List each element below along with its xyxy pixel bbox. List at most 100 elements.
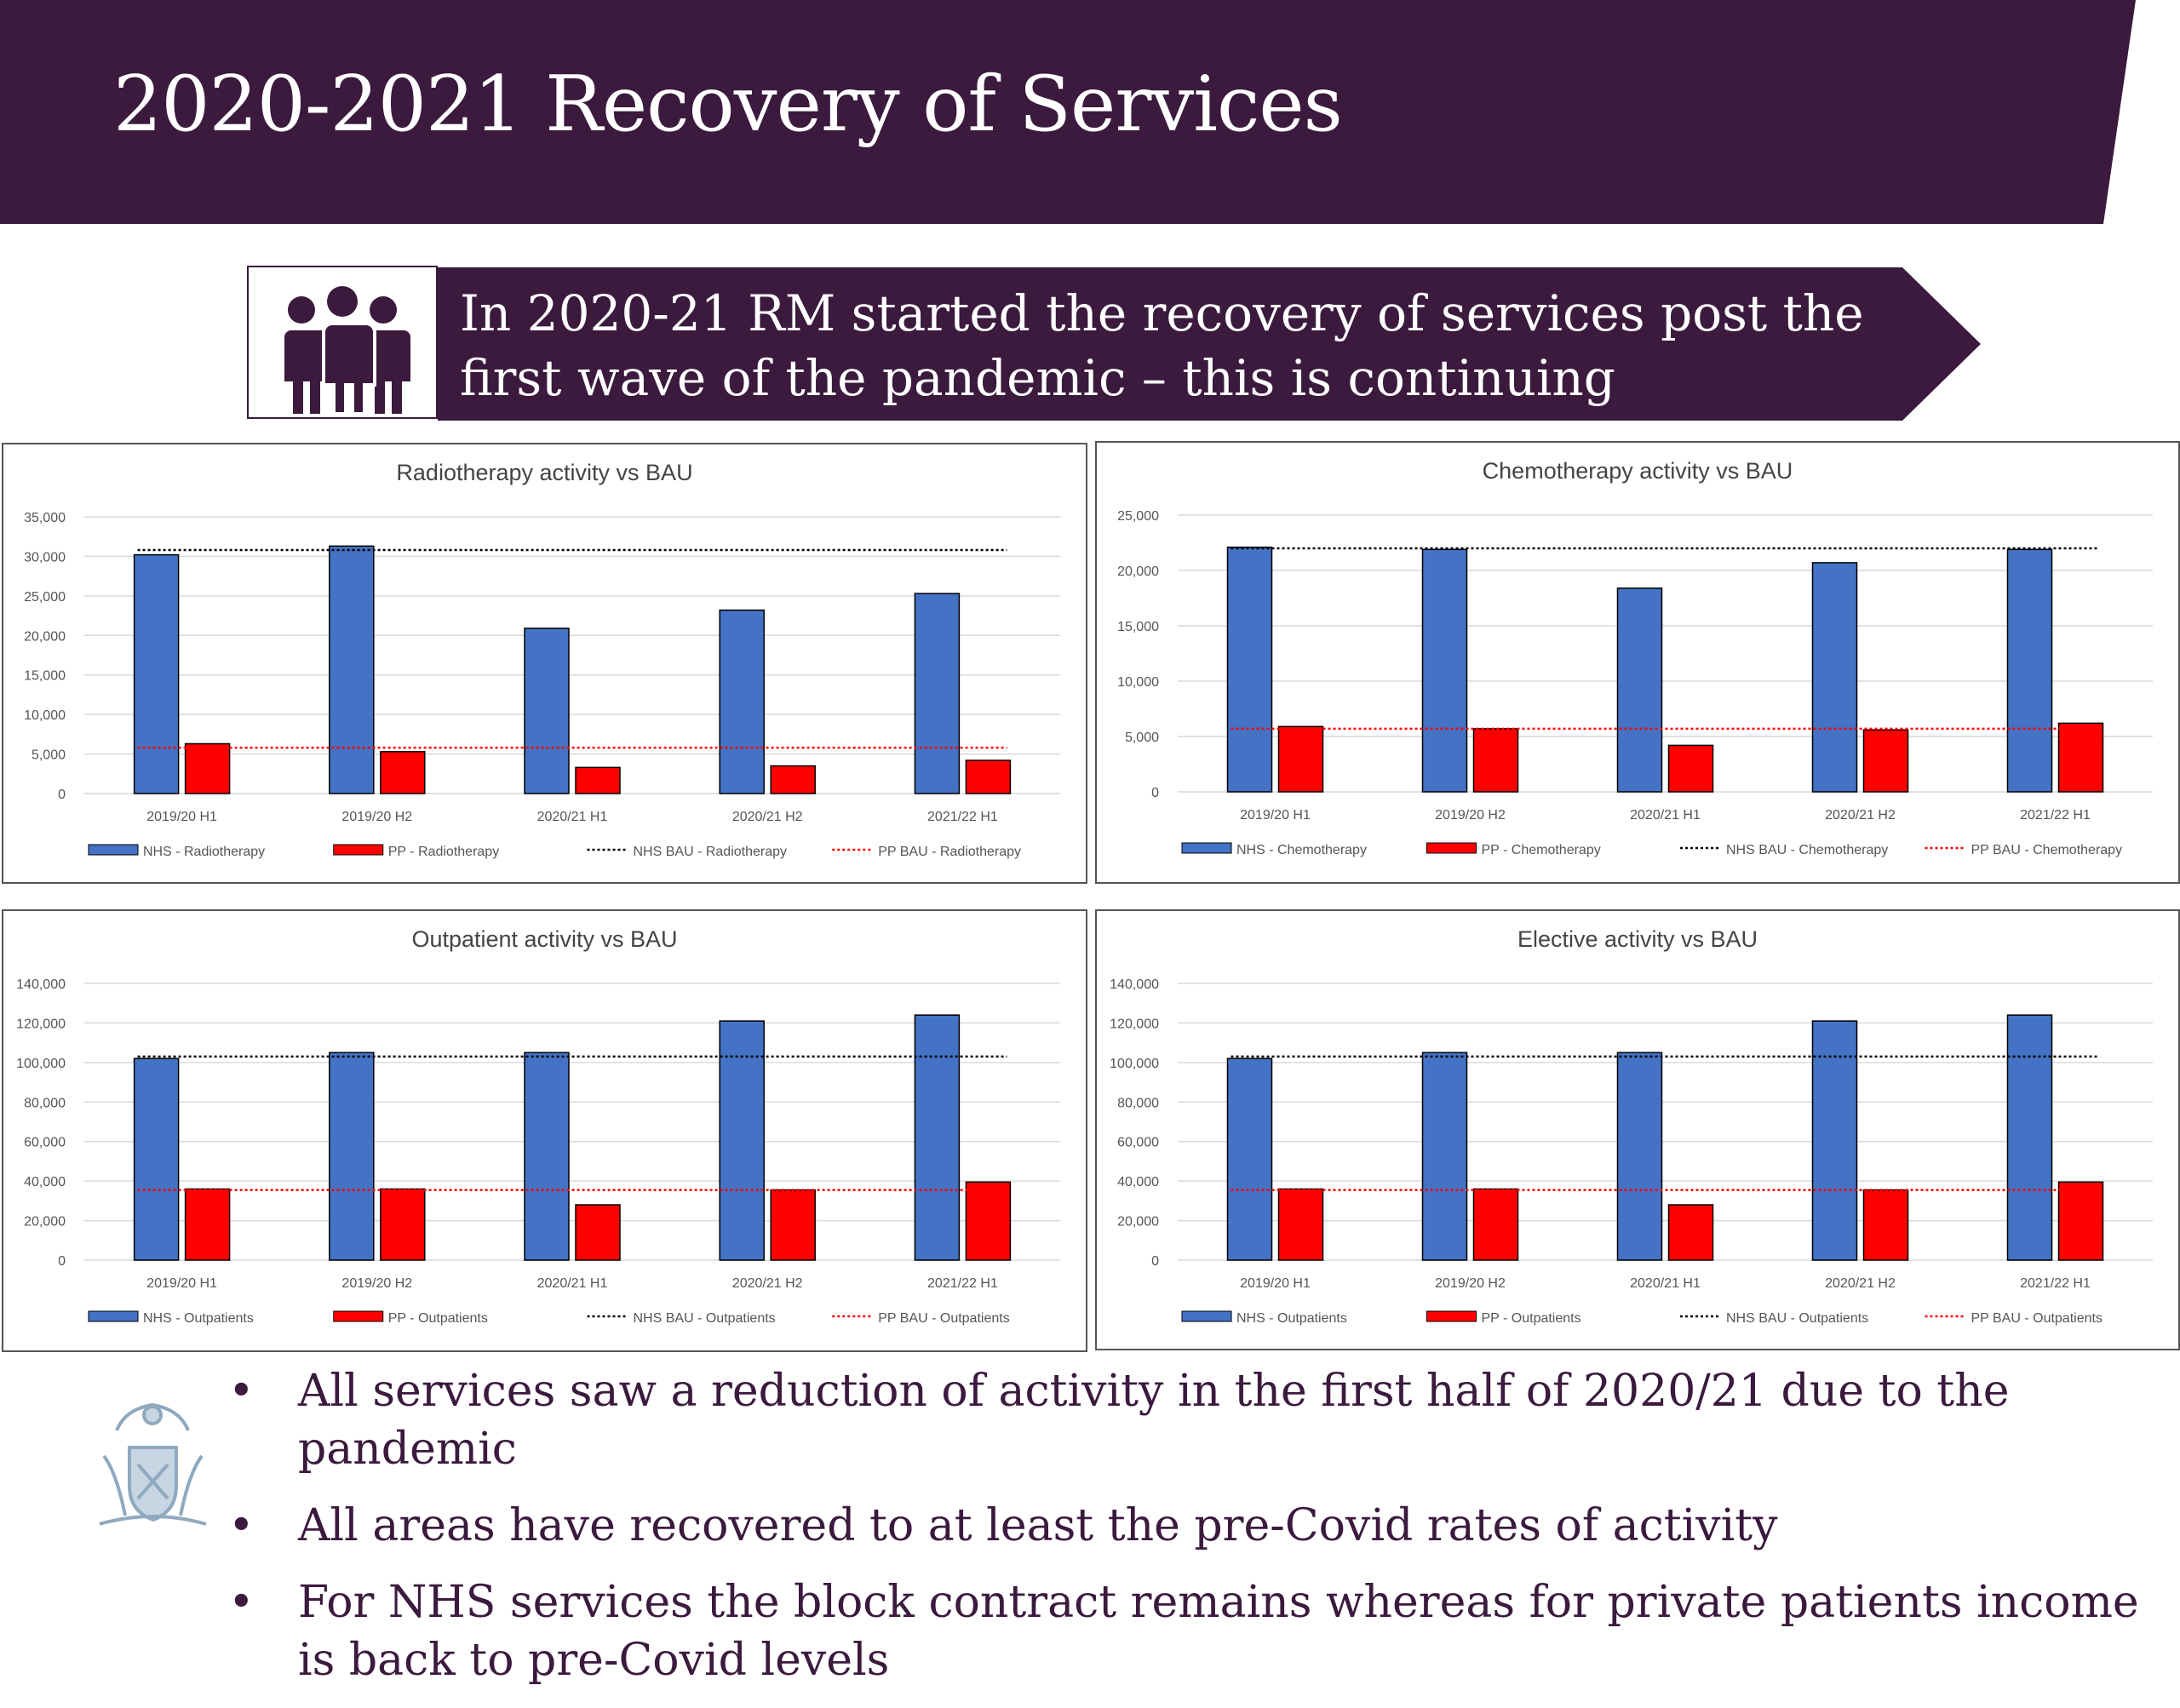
legend-swatch: [333, 844, 384, 856]
pp-bar: [1862, 1189, 1909, 1261]
nhs-bar: [914, 1014, 961, 1261]
y-tick-label: 15,000: [24, 669, 66, 684]
x-tick-label: 2021/22 H1: [927, 1276, 998, 1291]
legend-label: PP - Outpatients: [388, 1311, 488, 1326]
x-tick-label: 2019/20 H1: [1240, 808, 1311, 822]
pp-bar: [965, 759, 1012, 794]
pp-bar: [575, 766, 621, 794]
legend-swatch: [1426, 842, 1477, 854]
y-tick-label: 140,000: [16, 977, 66, 992]
y-tick-label: 60,000: [1117, 1136, 1159, 1150]
nhs-bar: [524, 628, 570, 794]
banner-icon-box: [247, 266, 438, 419]
y-tick-label: 10,000: [1117, 675, 1159, 690]
y-tick-label: 0: [1151, 786, 1159, 800]
pp-bar: [2057, 722, 2104, 793]
legend-label: PP BAU - Outpatients: [878, 1311, 1009, 1326]
banner-arrow: [438, 267, 1981, 421]
nhs-bar: [329, 545, 375, 794]
legend-label: NHS - Chemotherapy: [1236, 843, 1367, 857]
people-group-icon: [281, 286, 410, 416]
x-tick-label: 2020/21 H1: [537, 810, 608, 824]
x-tick-label: 2021/22 H1: [927, 810, 998, 824]
nhs-bar: [1616, 1052, 1663, 1261]
chemotherapy-chart: 0 5,000 10,000 15,000 20,000 25,000 2019/20 H1…: [1095, 441, 2180, 884]
y-tick-label: 100,000: [1110, 1057, 1159, 1071]
nhs-bar: [1811, 1020, 1858, 1261]
bullet-item: • All services saw a reduction of activi…: [213, 1362, 2154, 1478]
nhs-bar: [133, 1057, 180, 1261]
nhs-bar: [2006, 1014, 2053, 1261]
bullet-text: For NHS services the block contract rema…: [298, 1577, 2139, 1686]
y-tick-label: 40,000: [24, 1175, 66, 1189]
pp-bar: [1862, 729, 1909, 793]
title-bar: 2020-2021 Recovery of Services: [0, 0, 2137, 224]
y-tick-label: 100,000: [16, 1057, 66, 1071]
legend-label: PP - Radiotherapy: [388, 845, 499, 859]
pp-bar: [184, 1188, 231, 1261]
legend-label: PP BAU - Radiotherapy: [878, 845, 1021, 859]
pp-bar: [1667, 744, 1714, 793]
bullet-dot-icon: •: [228, 1500, 255, 1551]
legend-swatch: [1181, 842, 1232, 854]
banner: In 2020-21 RM started the recovery of se…: [247, 266, 1984, 422]
pp-bar: [770, 1189, 816, 1261]
nhs-bar: [329, 1052, 375, 1261]
legend-swatch: [1181, 1310, 1232, 1322]
bullet-text: All areas have recovered to at least the…: [298, 1500, 1778, 1551]
pp-bar: [1277, 1188, 1324, 1261]
y-tick-label: 0: [58, 1254, 66, 1269]
y-tick-label: 120,000: [1110, 1017, 1159, 1031]
x-tick-label: 2019/20 H2: [341, 1276, 412, 1291]
x-tick-label: 2021/22 H1: [2020, 808, 2091, 822]
pp-bar: [965, 1181, 1012, 1261]
x-tick-label: 2019/20 H2: [1435, 808, 1506, 822]
y-tick-label: 20,000: [24, 629, 66, 644]
legend-label: NHS BAU - Outpatients: [1726, 1311, 1868, 1326]
radiotherapy-chart-svg: 0 5,000 10,000 15,000 20,000 25,000 30,000 35,0…: [24, 511, 1060, 859]
legend-label: NHS BAU - Outpatients: [634, 1311, 776, 1326]
bullet-dot-icon: •: [228, 1366, 255, 1417]
x-tick-label: 2019/20 H1: [146, 1276, 217, 1291]
legend-swatch: [333, 1310, 384, 1322]
nhs-bar: [1226, 546, 1273, 793]
legend-label: PP BAU - Chemotherapy: [1971, 843, 2123, 857]
legend-label: PP BAU - Outpatients: [1971, 1311, 2103, 1326]
y-tick-label: 10,000: [24, 708, 66, 723]
pp-bar: [1667, 1204, 1714, 1261]
legend-label: NHS - Outpatients: [143, 1311, 254, 1326]
legend-label: NHS - Outpatients: [1236, 1311, 1347, 1326]
y-tick-label: 20,000: [1117, 1215, 1159, 1229]
nhs-bar: [719, 1020, 765, 1261]
x-tick-label: 2020/21 H2: [732, 810, 803, 824]
x-tick-label: 2019/20 H2: [1435, 1276, 1506, 1291]
pp-bar: [184, 742, 231, 794]
legend-label: NHS BAU - Chemotherapy: [1726, 843, 1888, 857]
nhs-bar: [914, 593, 961, 794]
x-tick-label: 2020/21 H1: [1630, 808, 1701, 822]
bullet-text: All services saw a reduction of activity…: [298, 1366, 2010, 1475]
nhs-bar: [133, 553, 180, 794]
y-tick-label: 0: [58, 788, 66, 802]
pp-bar: [1472, 728, 1519, 793]
pp-bar: [1472, 1188, 1519, 1261]
x-tick-label: 2020/21 H2: [732, 1276, 803, 1291]
y-tick-label: 5,000: [1125, 731, 1159, 745]
y-tick-label: 40,000: [1117, 1175, 1159, 1189]
pp-bar: [1277, 725, 1324, 793]
chart-title: Elective activity vs BAU: [1517, 926, 1758, 952]
y-tick-label: 80,000: [24, 1096, 66, 1110]
nhs-bar: [1226, 1057, 1273, 1261]
chart-title: Chemotherapy activity vs BAU: [1482, 458, 1793, 484]
x-tick-label: 2020/21 H1: [537, 1276, 608, 1291]
legend-swatch: [1426, 1310, 1477, 1322]
y-tick-label: 60,000: [24, 1136, 66, 1150]
elective-chart: 0 20,000 40,000 60,000 80,000 100,000 120,000 1…: [1095, 909, 2180, 1350]
pp-bar: [770, 765, 816, 794]
nhs-bar: [1421, 1052, 1468, 1261]
x-tick-label: 2021/22 H1: [2020, 1276, 2091, 1291]
bullet-dot-icon: •: [228, 1577, 255, 1628]
bullet-list: • All services saw a reduction of activi…: [213, 1362, 2154, 1708]
pp-bar: [380, 1188, 426, 1261]
y-tick-label: 25,000: [24, 590, 66, 605]
